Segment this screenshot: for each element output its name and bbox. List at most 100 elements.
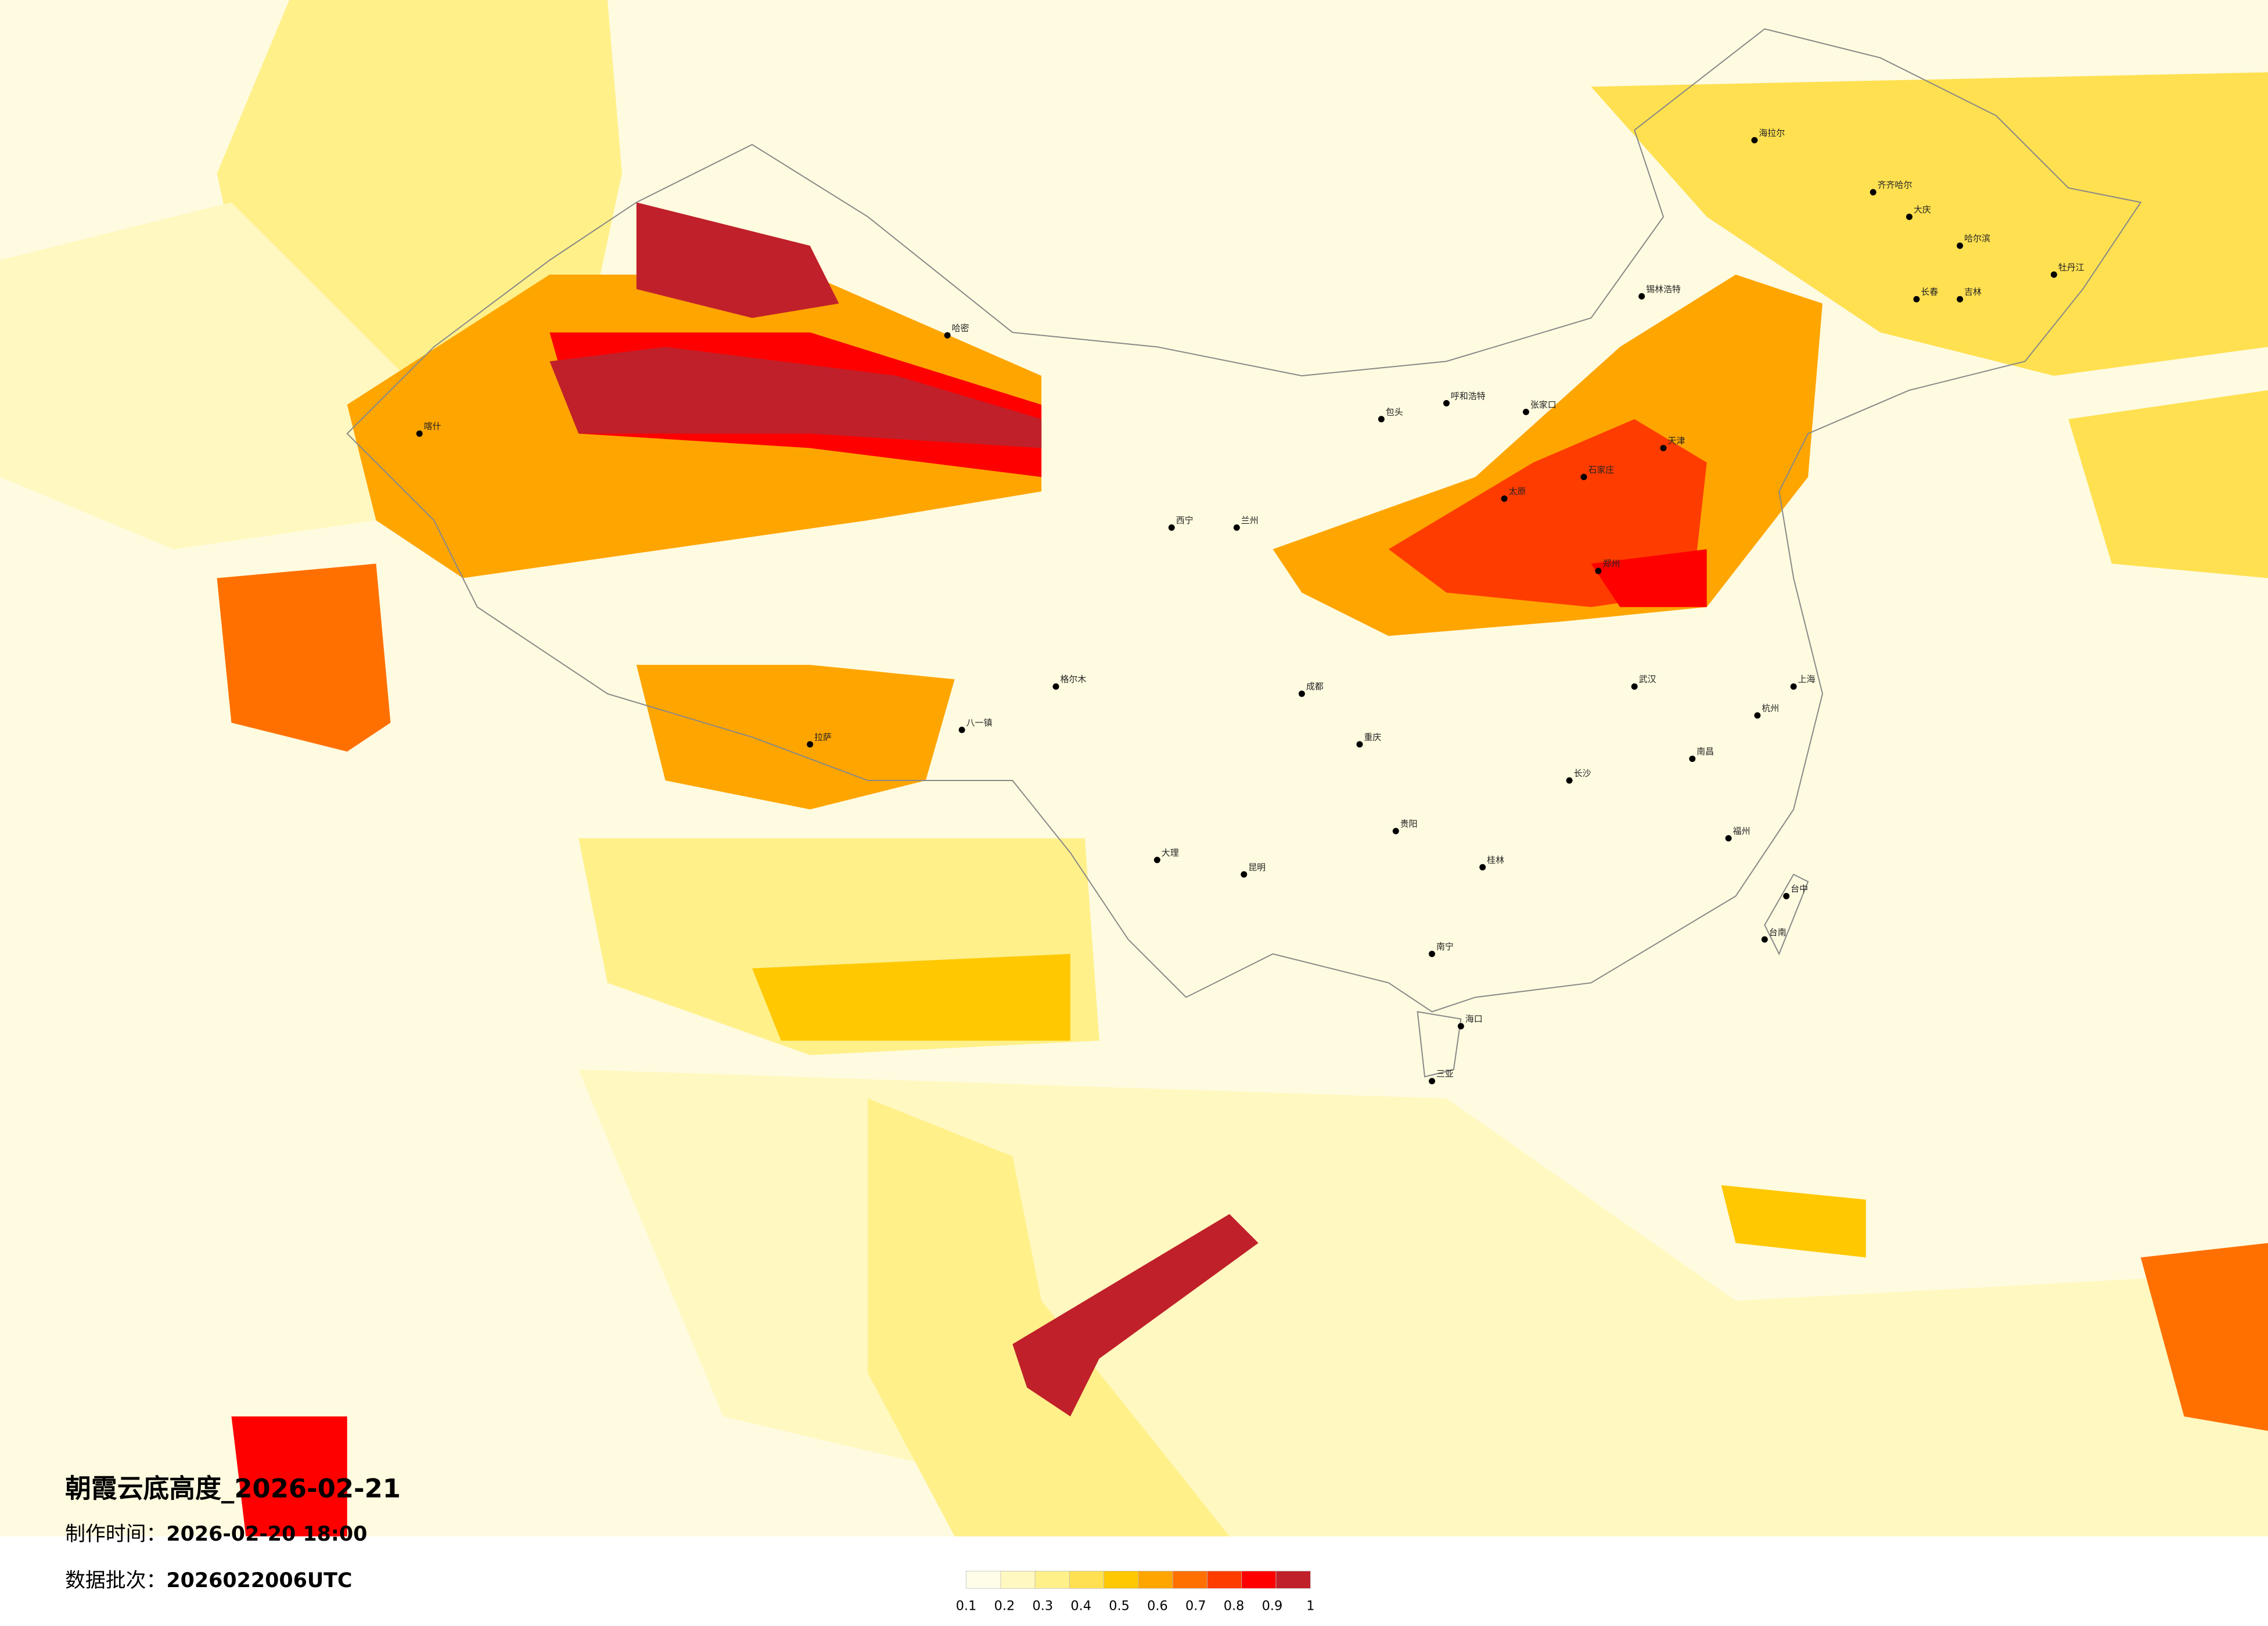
city-label: 昆明 — [1248, 862, 1266, 872]
made-info: 制作时间：2026-02-20 18:00 — [65, 1523, 367, 1546]
island-border — [1764, 873, 1809, 956]
city-label: 锡林浩特 — [1646, 284, 1681, 294]
field-darkred — [636, 202, 839, 318]
map-title: 朝霞云底高度_2026-02-21 — [65, 1473, 401, 1504]
colorbar-tick-label: 0.3 — [1033, 1599, 1054, 1614]
city-label: 台南 — [1769, 927, 1787, 937]
city-dot — [1457, 1023, 1464, 1030]
city-dot — [1870, 189, 1877, 196]
colorbar-tick-label: 0.4 — [1070, 1599, 1091, 1614]
city-label: 石家庄 — [1588, 465, 1614, 475]
colorbar: 0.1 0.2 0.3 0.4 0.5 0.6 0.7 0.8 0.9 1 — [956, 1571, 1314, 1614]
batch-value: 2026022006UTC — [166, 1569, 352, 1592]
colorbar-swatch — [966, 1571, 1001, 1589]
city-label: 郑州 — [1602, 559, 1620, 569]
city-label: 哈尔滨 — [1964, 233, 1990, 244]
city-label: 上海 — [1798, 674, 1816, 685]
field-pale — [0, 202, 405, 549]
city-label: 海口 — [1465, 1014, 1483, 1024]
field-yellow — [868, 1098, 1230, 1537]
city-label: 福州 — [1733, 826, 1751, 836]
colorbar-swatch — [1241, 1571, 1277, 1589]
field-darkred — [1012, 1214, 1259, 1417]
colorbar-tick-label: 0.9 — [1262, 1599, 1283, 1614]
city-label: 重庆 — [1364, 732, 1381, 742]
city-label: 台中 — [1791, 884, 1808, 894]
city-dot — [1580, 473, 1587, 480]
field-orange — [636, 664, 955, 810]
field-yellow — [1591, 72, 2268, 376]
colorbar-swatch — [1172, 1571, 1207, 1589]
island-border — [1417, 1011, 1462, 1078]
city-label: 贵阳 — [1400, 819, 1418, 829]
colorbar-tick-label: 0.5 — [1109, 1599, 1130, 1614]
city-label: 长春 — [1921, 287, 1938, 297]
city-dot — [944, 332, 951, 339]
colorbar-swatch — [1000, 1571, 1036, 1589]
city-dot — [1913, 296, 1920, 303]
city-dot — [1957, 296, 1964, 303]
city-label: 哈密 — [952, 323, 969, 333]
field-orange-dark — [217, 563, 391, 752]
city-dot — [1168, 524, 1175, 531]
field-red — [231, 1416, 347, 1537]
colorbar-swatch — [1034, 1571, 1070, 1589]
city-dot — [1790, 683, 1797, 690]
city-dot — [958, 726, 965, 733]
city-dot — [1761, 936, 1768, 943]
field-yellow — [2068, 390, 2268, 578]
cloud-field — [0, 0, 2268, 1537]
batch-info: 数据批次：2026022006UTC — [65, 1569, 352, 1592]
colorbar-swatch — [1069, 1571, 1105, 1589]
city-label: 喀什 — [424, 421, 441, 431]
city-label: 八一镇 — [966, 717, 993, 728]
field-darkred — [549, 347, 1042, 448]
colorbar-swatch — [1275, 1571, 1311, 1589]
city-dot — [1689, 756, 1696, 762]
city-label: 格尔木 — [1060, 674, 1086, 685]
city-dot — [1631, 683, 1638, 690]
city-label: 齐齐哈尔 — [1878, 180, 1913, 190]
city-dot — [1754, 712, 1761, 719]
city-label: 牡丹江 — [2058, 262, 2084, 272]
city-label: 包头 — [1386, 406, 1403, 417]
city-label: 海拉尔 — [1759, 128, 1785, 138]
city-label: 西宁 — [1176, 515, 1194, 526]
city-label: 张家口 — [1530, 400, 1557, 410]
city-dot — [1725, 835, 1732, 842]
field-orange-dark — [2140, 1243, 2268, 1431]
city-dot — [1783, 893, 1790, 900]
city-label: 天津 — [1667, 436, 1685, 446]
colorbar-tick-label: 0.6 — [1147, 1599, 1168, 1614]
city-label: 成都 — [1306, 681, 1324, 692]
city-dot — [807, 741, 814, 748]
city-label: 太原 — [1509, 486, 1526, 497]
city-dot — [1429, 1078, 1436, 1085]
field-gold — [1721, 1185, 1866, 1258]
made-time: 2026-02-20 18:00 — [166, 1523, 367, 1546]
colorbar-swatch — [1138, 1571, 1173, 1589]
city-label: 呼和浩特 — [1451, 391, 1486, 401]
city-label: 武汉 — [1639, 674, 1656, 685]
city-dot — [1443, 400, 1450, 406]
city-dot — [1751, 136, 1758, 143]
city-dot — [1153, 857, 1160, 864]
city-dot — [1479, 864, 1486, 870]
colorbar-swatch — [1207, 1571, 1242, 1589]
colorbar-tick-label: 0.7 — [1185, 1599, 1206, 1614]
field-red — [1591, 549, 1707, 607]
city-dot — [1378, 416, 1385, 423]
city-dot — [1233, 524, 1240, 531]
city-dot — [1906, 213, 1913, 220]
city-label: 南昌 — [1696, 746, 1714, 757]
city-dot — [416, 430, 423, 437]
city-dot — [1052, 683, 1059, 690]
colorbar-tick-label: 1 — [1306, 1599, 1314, 1614]
city-dot — [1522, 408, 1529, 415]
city-label: 南宁 — [1436, 941, 1454, 952]
city-dot — [1566, 777, 1573, 784]
city-dot — [1660, 445, 1667, 452]
colorbar-tick-label: 0.8 — [1224, 1599, 1245, 1614]
city-dot — [1638, 293, 1645, 300]
